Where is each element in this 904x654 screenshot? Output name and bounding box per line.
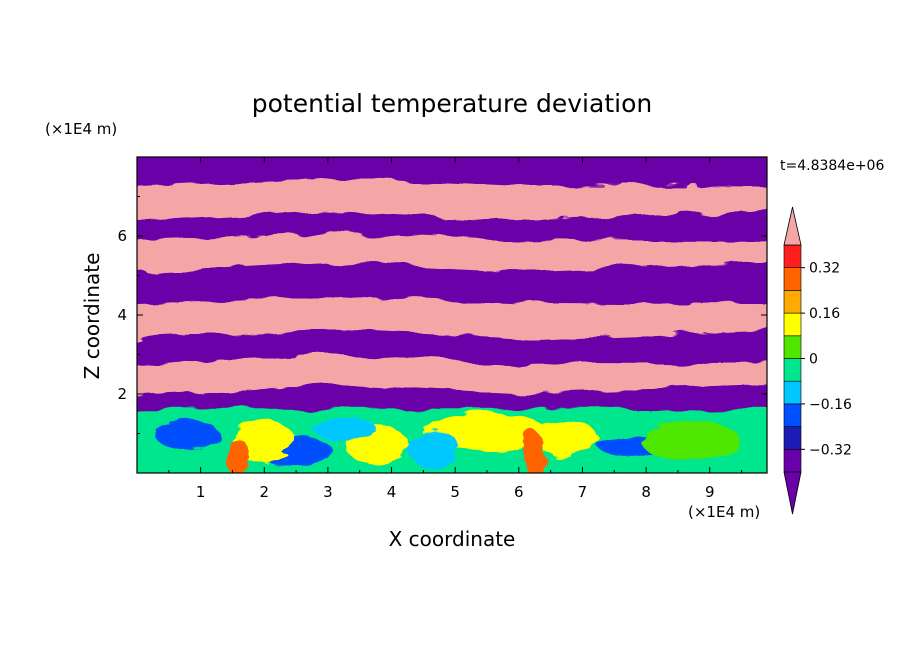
heatmap-field [137, 157, 767, 473]
band-layer [137, 210, 767, 242]
x-tick-label: 4 [387, 483, 397, 501]
colorbar-segment [783, 244, 802, 269]
y-tick-label: 2 [117, 385, 127, 403]
colorbar-label: −0.32 [809, 442, 852, 458]
y-unit-label: (×1E4 m) [45, 120, 117, 138]
field-blob [155, 419, 219, 451]
colorbar-segment [783, 403, 802, 427]
band-layer [137, 261, 767, 306]
x-axis: 1 2 3 4 5 6 7 8 9 [168, 157, 743, 501]
colorbar-segment [783, 448, 802, 473]
x-tick-label: 8 [641, 483, 651, 501]
band-layer [137, 293, 767, 341]
colorbar-segment [783, 312, 802, 337]
field-blob [407, 428, 459, 467]
x-axis-title: X coordinate [389, 527, 516, 551]
field-blob [641, 422, 742, 461]
y-tick-label: 4 [117, 306, 127, 324]
colorbar-label: −0.16 [809, 397, 852, 413]
x-tick-label: 5 [450, 483, 460, 501]
x-tick-label: 7 [578, 483, 588, 501]
field-blob [226, 438, 250, 473]
colorbar-under-arrow [783, 471, 802, 515]
chart-title: potential temperature deviation [252, 89, 652, 118]
band-layer [137, 328, 767, 365]
x-tick-label: 2 [259, 483, 269, 501]
colorbar-segment [783, 290, 802, 314]
colorbar-segment [783, 358, 802, 382]
y-axis: 2 4 6 [117, 196, 767, 434]
colorbar-label: 0.16 [809, 306, 840, 322]
band-layer [137, 157, 767, 187]
colorbar: 0.32 0.16 0 −0.16 −0.32 [783, 206, 852, 515]
band-layer [137, 230, 767, 273]
time-label: t=4.8384e+06 [780, 158, 884, 174]
x-tick-label: 3 [323, 483, 333, 501]
x-tick-label: 6 [514, 483, 524, 501]
field-blob [533, 419, 597, 458]
field-blob [522, 431, 546, 473]
colorbar-segment [783, 426, 802, 450]
x-unit-label: (×1E4 m) [688, 503, 760, 521]
colorbar-over-arrow [783, 206, 802, 246]
band-layer [137, 384, 767, 416]
colorbar-label: 0 [809, 352, 818, 368]
colorbar-segment [783, 267, 802, 291]
x-tick-label: 9 [705, 483, 715, 501]
y-tick-label: 6 [117, 227, 127, 245]
colorbar-label: 0.32 [809, 261, 840, 277]
plot-area: 1 2 3 4 5 6 7 8 9 2 4 6 [117, 156, 768, 501]
band-layer [137, 175, 767, 222]
band-layer [137, 352, 767, 396]
field-blob [313, 417, 377, 441]
colorbar-segment [783, 335, 802, 359]
x-tick-label: 1 [196, 483, 206, 501]
y-axis-title: Z coordinate [80, 253, 104, 380]
colorbar-segment [783, 380, 802, 405]
